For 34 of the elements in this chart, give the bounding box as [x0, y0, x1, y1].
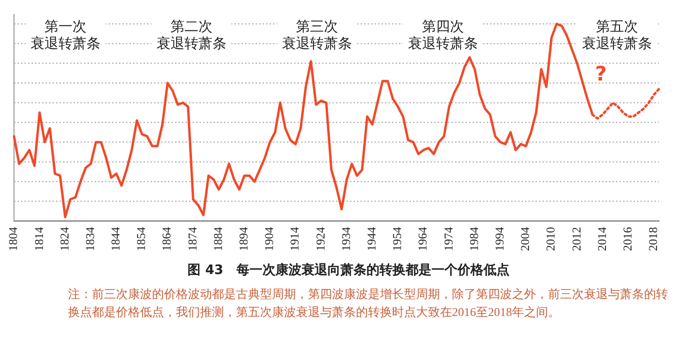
x-tick-label: 2004: [518, 227, 532, 251]
annotation: ?: [595, 61, 607, 86]
x-tick-label: 1944: [364, 227, 378, 251]
x-tick-label: 1894: [236, 227, 251, 251]
x-tick-label: 2018: [646, 227, 660, 251]
x-tick-label: 1984: [466, 227, 481, 251]
text: 注：前三次康波的价格波动都是古典型周期，第四波康波是增长型周期，除了第四波之外，前三次衰退与萧条的转换点都是价格低点，我们推测，第五次康波衰退与萧条的转换时点大致在2016至2018年之间。: [67, 286, 669, 321]
x-tick-label: 1884: [210, 227, 225, 251]
x-tick-label: 1934: [338, 227, 353, 251]
x-tick-label: 1964: [416, 227, 430, 251]
x-tick-label: 1854: [134, 227, 148, 251]
x-tick-label: 1864: [160, 227, 174, 251]
annotation: 第三次衰退转萧条: [282, 18, 352, 52]
x-tick-label: 2012: [569, 227, 584, 251]
x-tick-label: 1974: [441, 227, 456, 251]
x-tick-label: 1844: [108, 227, 123, 251]
x-tick-label: 1954: [390, 227, 404, 251]
annotation: 第四次衰退转萧条: [408, 18, 478, 52]
annotation: 第五次衰退转萧条: [582, 18, 652, 52]
x-tick-label: 2014: [594, 227, 609, 251]
x-tick-label: 1914: [288, 227, 302, 251]
annotation: 第一次衰退转萧条: [30, 18, 101, 52]
x-tick-label: 1814: [32, 227, 46, 251]
annotation: 第二次衰退转萧条: [156, 18, 226, 52]
x-tick-label: 2016: [620, 227, 634, 251]
text: 图 43 每一次康波衰退向萧条的转换都是一个价格低点: [186, 262, 510, 279]
x-tick-label: 1804: [6, 227, 20, 251]
x-tick-label: 1874: [185, 227, 200, 251]
x-tick-label: 1834: [82, 227, 97, 251]
x-tick-label: 1904: [262, 227, 276, 251]
x-tick-label: 1924: [313, 227, 328, 251]
x-tick-label: 1994: [492, 227, 506, 251]
x-tick-label: 2010: [544, 227, 558, 251]
x-tick-label: 1824: [57, 227, 72, 251]
